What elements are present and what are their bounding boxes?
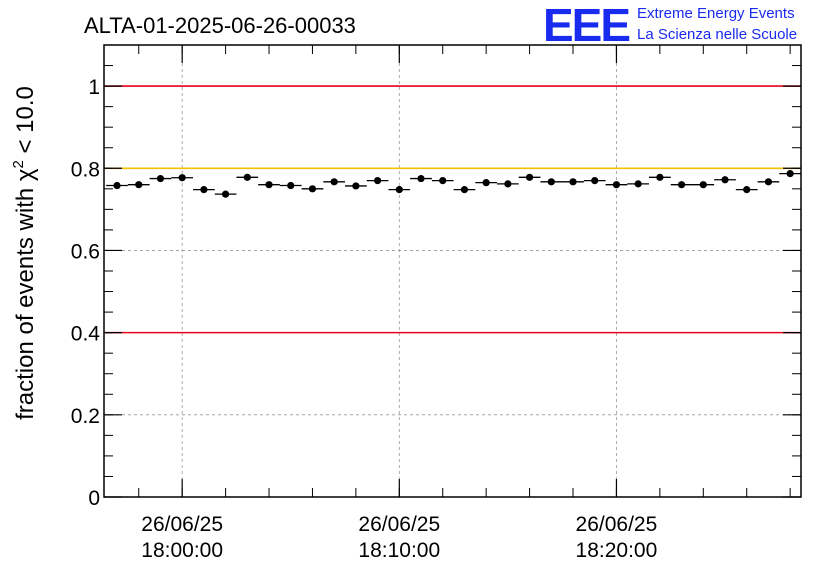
marker [591,177,599,185]
data-point [518,173,541,181]
data-point [497,180,519,188]
data-point [540,178,563,186]
marker [786,170,794,178]
data-point [345,182,367,190]
marker [135,181,143,189]
data-point [670,181,693,189]
x-tick-label-date: 26/06/25 [576,513,658,536]
data-point [323,178,346,186]
marker [743,186,751,194]
marker [200,186,208,194]
data-point [453,186,476,194]
y-axis: 0 0.2 0.4 0.6 0.8 1 [71,44,801,510]
data-point [562,178,584,186]
y-tick-label: 0.8 [71,158,100,181]
data-point [431,177,454,185]
data-point [388,186,411,194]
marker [721,176,729,184]
x-tick-label-date: 26/06/25 [358,513,440,536]
reference-lines [104,85,801,334]
data-point [583,177,606,185]
plot-frame [103,44,802,498]
x-tick-label-date: 26/06/25 [141,513,223,536]
logo-line-2: La Scienza nelle Scuole [637,26,797,43]
marker [569,178,577,186]
marker [352,182,360,190]
marker [764,178,773,186]
data-point [149,174,172,183]
marker [504,180,512,188]
x-axis: 26/06/25 18:00:00 26/06/25 18:10:00 26/06/25… [138,45,791,562]
marker [243,173,251,181]
data-point [692,181,715,189]
y-axis-label: fraction of events with χ2 < 10.0 [10,86,39,420]
data-point [649,173,671,181]
y-tick-label: 0.4 [71,323,101,346]
marker [156,174,165,183]
y-tick-label: 0.6 [71,240,100,263]
data-point [127,181,150,189]
data-point [279,181,302,190]
data-point [714,176,736,184]
data-point [301,185,324,193]
logo-line-1: Extreme Energy Events [637,5,795,22]
marker [677,181,686,189]
data-point [193,186,215,194]
x-tick-label-time: 18:00:00 [141,539,223,562]
y-tick-label: 1 [88,76,100,99]
grid-lines [104,45,801,497]
marker [547,178,555,186]
data-point [605,181,628,189]
marker [221,190,230,198]
marker [287,181,295,190]
y-tick-label: 0.2 [71,405,100,428]
marker [330,178,338,186]
marker [308,185,317,193]
logo-mark: EEE [543,0,629,51]
marker [178,174,186,182]
marker [656,173,664,181]
data-point [106,181,128,190]
marker [113,181,121,190]
marker [439,177,447,185]
chart-title: ALTA-01-2025-06-26-00033 [84,13,356,38]
x-tick-label-time: 18:10:00 [358,539,440,562]
data-point [779,170,801,178]
marker [699,181,707,189]
marker [612,181,621,189]
y-tick-label: 0 [88,487,100,510]
marker [460,186,469,194]
marker [634,180,642,188]
data-point [757,178,780,186]
marker [373,177,382,185]
data-point [171,174,194,182]
marker [265,181,273,189]
x-tick-label-time: 18:20:00 [576,539,658,562]
marker [482,179,490,187]
data-point [236,173,259,181]
marker [525,173,534,181]
marker [395,186,403,194]
marker [417,174,425,183]
data-point [258,181,280,189]
data-point [627,180,650,188]
data-point [410,174,432,183]
data-points [106,170,801,198]
data-point [735,186,758,194]
data-point [475,179,498,187]
data-point [366,177,389,185]
data-point [214,190,237,198]
eee-logo: EEE Extreme Energy Events La Scienza nel… [543,0,797,51]
